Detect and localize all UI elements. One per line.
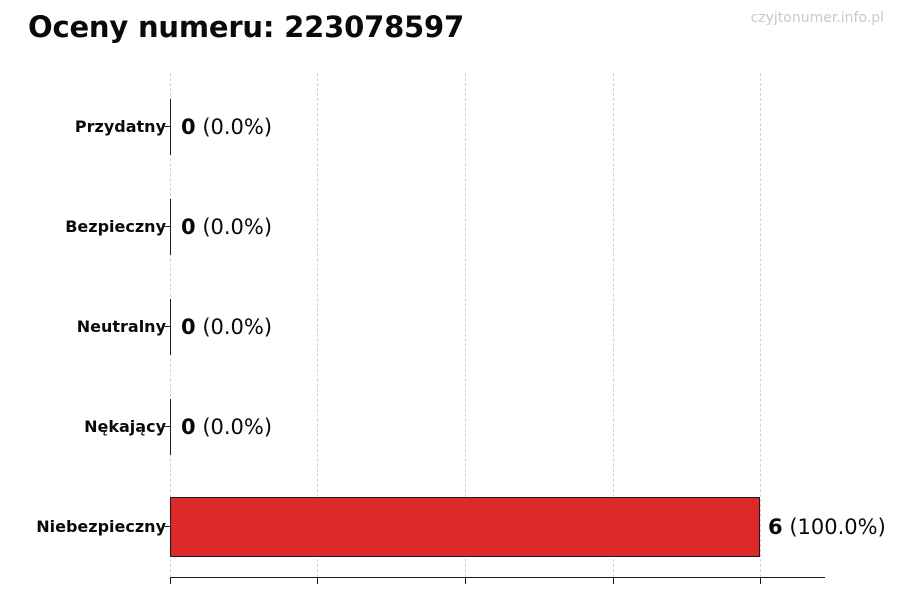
x-axis-line [170,577,825,578]
category-tick [163,126,170,127]
chart-row-neutralny: Neutralny 0 (0.0%) [0,295,900,359]
bar-value-przydatny: 0 (0.0%) [181,95,272,159]
bar-niebezpieczny [170,497,760,557]
gridline-1 [317,73,318,577]
category-tick [163,526,170,527]
category-tick [163,326,170,327]
x-axis-tick-0 [170,577,171,584]
chart-row-bezpieczny: Bezpieczny 0 (0.0%) [0,195,900,259]
category-label: Bezpieczny [65,217,166,236]
category-label: Nękający [84,417,166,436]
page-title: Oceny numeru: 223078597 [28,10,464,44]
bar-nekajacy [170,399,171,455]
bar-value-niebezpieczny: 6 (100.0%) [768,495,886,559]
bar-bezpieczny [170,199,171,255]
bar-percent: (0.0%) [202,215,273,239]
bar-value-neutralny: 0 (0.0%) [181,295,272,359]
bar-neutralny [170,299,171,355]
chart-row-przydatny: Przydatny 0 (0.0%) [0,95,900,159]
bar-percent: (0.0%) [202,415,273,439]
bar-przydatny [170,99,171,155]
site-watermark: czyjtonumer.info.pl [750,10,884,26]
bar-value-bezpieczny: 0 (0.0%) [181,195,272,259]
bar-count: 0 [181,215,196,239]
x-axis-tick-4 [760,577,761,584]
bar-percent: (100.0%) [789,515,886,539]
chart-row-nekajacy: Nękający 0 (0.0%) [0,395,900,459]
x-axis-tick-1 [317,577,318,584]
gridline-4 [760,73,761,577]
bar-count: 0 [181,415,196,439]
category-label: Niebezpieczny [36,517,166,536]
bar-count: 0 [181,115,196,139]
category-tick [163,226,170,227]
x-axis-tick-2 [465,577,466,584]
category-label: Neutralny [76,317,166,336]
bar-percent: (0.0%) [202,315,273,339]
bar-count: 6 [768,515,783,539]
category-tick [163,426,170,427]
bar-percent: (0.0%) [202,115,273,139]
bar-value-nekajacy: 0 (0.0%) [181,395,272,459]
gridline-2 [465,73,466,577]
x-axis-tick-3 [613,577,614,584]
chart-row-niebezpieczny: Niebezpieczny 6 (100.0%) [0,495,900,559]
gridline-3 [613,73,614,577]
category-label: Przydatny [74,117,166,136]
bar-count: 0 [181,315,196,339]
